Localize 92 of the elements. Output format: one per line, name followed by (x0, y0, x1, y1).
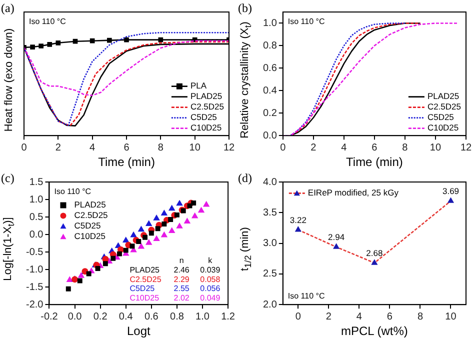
annotation: 2.29 (174, 274, 190, 284)
chart-title: (c) (1, 171, 14, 185)
x-tick-label: -0.2 (40, 311, 58, 322)
x-axis-title: mPCL (wt%) (341, 324, 408, 338)
legend-label: C5D25 (427, 112, 454, 122)
legend-label: C5D25 (74, 220, 101, 231)
x-tick-label: 0 (295, 311, 302, 322)
legend-label: C2.5D25 (427, 102, 462, 112)
y-tick-label: 2.5 (262, 268, 278, 280)
x-tick-label: 6 (124, 142, 130, 154)
annotation: 2.02 (174, 293, 190, 302)
x-tick-label: 12 (460, 142, 472, 154)
x-axis-title: Logt (126, 324, 151, 338)
x-tick-label: 8 (417, 311, 424, 322)
legend-label: PLAD25 (190, 91, 222, 102)
x-tick-label: 10 (189, 142, 201, 154)
y-tick-label: -2.0 (26, 299, 44, 310)
legend-label: C2.5D25 (190, 102, 224, 112)
annotation: C10D25 (130, 293, 160, 302)
chart-title: (b) (238, 1, 252, 15)
y-tick-label: 4.0 (262, 176, 278, 188)
y-tick-label: 0.0 (262, 130, 278, 142)
legend-label: C2.5D25 (74, 210, 108, 220)
y-tick-label: 0.6 (262, 62, 278, 74)
y-tick-label: 3.0 (262, 238, 278, 250)
y-tick-label: -0.5 (26, 246, 44, 258)
x-tick-label: 2 (310, 142, 317, 154)
annotation: C5D25 (130, 284, 156, 294)
x-tick-label: 6 (372, 142, 378, 154)
annotation: 0.058 (200, 274, 221, 284)
x-tick-label: 4 (90, 142, 96, 154)
x-tick-label: 0 (280, 142, 286, 154)
x-tick-label: 12 (223, 142, 235, 154)
y-tick-label: 2.0 (262, 299, 278, 310)
annotation: C2.5D25 (130, 274, 162, 284)
legend-label: PLAD25 (427, 91, 460, 102)
x-tick-label: 10 (445, 311, 457, 322)
y-tick-label: 0.0 (29, 229, 44, 240)
y-tick-label: 0.8 (262, 40, 278, 52)
y-tick-label: -1.5 (26, 282, 44, 293)
x-tick-label: 0.6 (144, 311, 159, 322)
x-tick-label: 1.2 (221, 311, 236, 322)
x-tick-label: 2 (55, 142, 62, 154)
legend-label: C10D25 (427, 122, 459, 133)
data-label: 3.22 (290, 214, 307, 225)
annotation: 0.049 (200, 293, 221, 302)
chart-title: (a) (1, 1, 14, 15)
annotation: Iso 110 °C (288, 292, 325, 301)
annotation: 2.46 (174, 266, 190, 275)
y-tick-label: 0.2 (262, 108, 278, 119)
y-tick-label: 0.5 (29, 212, 44, 223)
x-axis-title: Time (min) (98, 155, 155, 170)
x-tick-label: 8 (402, 142, 408, 154)
y-tick-label: -1.0 (26, 264, 44, 276)
x-tick-label: 6 (386, 311, 393, 322)
legend-label: C5D25 (190, 112, 218, 122)
legend-label: PLAD25 (74, 200, 106, 210)
x-tick-label: 1.0 (196, 311, 210, 322)
legend-label: C10D25 (74, 231, 106, 242)
x-tick-label: 4 (341, 142, 348, 154)
annotation: n (179, 256, 184, 265)
x-tick-label: 0.8 (170, 311, 184, 322)
y-axis-title: Heat flow (exo down) (3, 28, 15, 132)
x-tick-label: 2 (326, 311, 332, 322)
x-tick-label: 8 (158, 142, 164, 154)
data-label: 2.68 (366, 248, 383, 258)
annotation: 2.55 (174, 284, 190, 294)
annotation: 0.039 (200, 266, 221, 275)
legend-label: PLA (190, 80, 207, 91)
annotation: PLAD25 (130, 266, 160, 275)
y-tick-label: 0.4 (262, 85, 278, 96)
chart-title: (d) (238, 171, 252, 185)
x-tick-label: 0 (21, 142, 28, 154)
y-tick-label: 1.0 (29, 194, 44, 206)
legend-label: EIReP modified, 25 kGy (308, 188, 400, 198)
data-label: 2.94 (328, 232, 345, 242)
y-tick-label: 1.5 (29, 176, 44, 188)
legend-label: C10D25 (190, 122, 222, 133)
y-tick-label: 3.5 (262, 207, 278, 218)
y-tick-label: 1.0 (262, 18, 278, 29)
annotation: Iso 110 °C (288, 17, 325, 26)
x-tick-label: 0.0 (68, 311, 82, 322)
x-tick-label: 0.2 (93, 311, 108, 322)
x-tick-label: 0.4 (118, 311, 134, 322)
annotation: k (208, 256, 214, 265)
data-label: 3.69 (442, 186, 460, 196)
x-tick-label: 10 (430, 142, 442, 154)
annotation: 0.056 (200, 284, 221, 294)
text: Iso 110 °C (29, 17, 66, 26)
annotation: Iso 110 °C (54, 187, 92, 196)
x-tick-label: 4 (356, 311, 362, 322)
x-axis-title: Time (min) (346, 155, 403, 170)
